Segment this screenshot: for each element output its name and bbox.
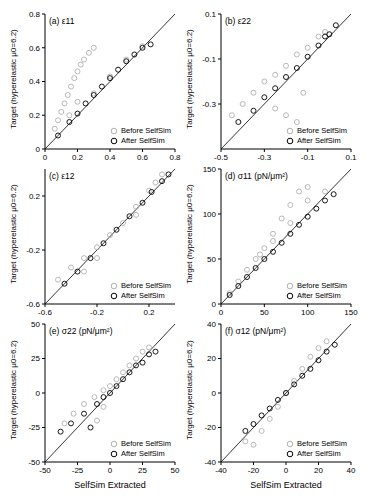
html-text:Target (hyperelastic μ0=6.2): Target (hyperelastic μ0=6.2) (8, 340, 18, 440)
svg-text:50: 50 (207, 255, 216, 264)
svg-text:-25: -25 (28, 423, 40, 432)
html-text:Before SelfSim: Before SelfSim (297, 439, 347, 448)
svg-text:0.2: 0.2 (143, 308, 155, 317)
svg-text:0.4: 0.4 (29, 77, 41, 86)
html-text:Target (hyperelastic μ0=6.2): Target (hyperelastic μ0=6.2) (8, 183, 18, 284)
svg-text:-20: -20 (248, 466, 260, 475)
svg-text:0.8: 0.8 (29, 10, 41, 19)
svg-text:-0.2: -0.2 (26, 246, 40, 255)
html-text:Target (hyperelastic μ0=6.2): Target (hyperelastic μ0=6.2) (8, 28, 18, 129)
html-text:After SelfSim: After SelfSim (121, 291, 165, 300)
html-text:Target (hyperelastic μ0=6.2): Target (hyperelastic μ0=6.2) (184, 28, 194, 129)
svg-text:-0.3: -0.3 (202, 100, 216, 109)
html-text:After SelfSim: After SelfSim (121, 136, 165, 145)
html-text:After SelfSim: After SelfSim (297, 449, 341, 458)
html-text:Before SelfSim: Before SelfSim (297, 126, 347, 135)
html-text:Before SelfSim: Before SelfSim (121, 281, 171, 290)
svg-text:20: 20 (207, 354, 216, 363)
svg-text:0: 0 (36, 145, 41, 154)
svg-text:-0.1: -0.1 (301, 153, 315, 162)
html-text:(e) σ22 (pN/μm²): (e) σ22 (pN/μm²) (49, 326, 113, 336)
svg-text:0.8: 0.8 (169, 153, 181, 162)
svg-text:-0.2: -0.2 (90, 308, 104, 317)
svg-text:SelfSim Extracted: SelfSim Extracted (74, 480, 146, 488)
svg-text:0: 0 (36, 389, 41, 398)
svg-text:0: 0 (43, 153, 48, 162)
html-text:Target (hyperelastic μ0=6.2): Target (hyperelastic μ0=6.2) (184, 183, 194, 284)
svg-text:-20: -20 (204, 423, 216, 432)
html-text:(b) ε22: (b) ε22 (225, 16, 251, 26)
svg-text:0.2: 0.2 (29, 192, 41, 201)
svg-text:40: 40 (207, 320, 216, 329)
svg-text:0.4: 0.4 (104, 153, 116, 162)
svg-text:SelfSim Extracted: SelfSim Extracted (250, 480, 322, 488)
svg-text:-0.1: -0.1 (202, 55, 216, 64)
svg-text:20: 20 (314, 466, 323, 475)
svg-text:0.6: 0.6 (29, 44, 41, 53)
html-text:Before SelfSim: Before SelfSim (297, 281, 347, 290)
html-text:Target (hyperelastic μ0=6.2): Target (hyperelastic μ0=6.2) (184, 340, 194, 440)
html-text:(d) σ11 (pN/μm²): (d) σ11 (pN/μm²) (225, 171, 288, 181)
svg-text:0: 0 (212, 389, 217, 398)
html-text:Before SelfSim: Before SelfSim (121, 439, 171, 448)
svg-text:0.1: 0.1 (205, 10, 217, 19)
svg-text:100: 100 (301, 308, 315, 317)
html-text:(c) ε12: (c) ε12 (49, 171, 75, 181)
svg-text:50: 50 (31, 320, 40, 329)
html-text:After SelfSim: After SelfSim (121, 449, 165, 458)
svg-text:0.6: 0.6 (137, 153, 149, 162)
svg-text:-0.6: -0.6 (26, 300, 40, 309)
svg-text:0: 0 (212, 300, 217, 309)
svg-text:-25: -25 (72, 466, 84, 475)
html-text:(f) σ12 (pN/μm²): (f) σ12 (pN/μm²) (225, 326, 287, 336)
svg-text:0.2: 0.2 (29, 111, 41, 120)
svg-text:0: 0 (284, 466, 289, 475)
svg-text:150: 150 (344, 308, 358, 317)
svg-text:-50: -50 (39, 466, 51, 475)
svg-text:-50: -50 (28, 458, 40, 467)
svg-text:40: 40 (347, 466, 356, 475)
html-text:(a) ε11: (a) ε11 (49, 16, 75, 26)
svg-text:-0.3: -0.3 (257, 153, 271, 162)
svg-text:0.2: 0.2 (72, 153, 84, 162)
svg-text:-0.5: -0.5 (214, 153, 228, 162)
svg-text:50: 50 (260, 308, 269, 317)
html-text:Before SelfSim: Before SelfSim (121, 126, 171, 135)
svg-text:-40: -40 (204, 458, 216, 467)
svg-text:0: 0 (108, 466, 113, 475)
svg-text:0: 0 (219, 308, 224, 317)
svg-text:0.1: 0.1 (345, 153, 357, 162)
html-text:After SelfSim: After SelfSim (297, 136, 341, 145)
svg-text:50: 50 (171, 466, 180, 475)
svg-text:150: 150 (203, 165, 217, 174)
svg-text:-40: -40 (215, 466, 227, 475)
html-text:After SelfSim: After SelfSim (297, 291, 341, 300)
svg-text:-0.6: -0.6 (38, 308, 52, 317)
svg-text:25: 25 (31, 354, 40, 363)
svg-text:100: 100 (203, 210, 217, 219)
svg-text:25: 25 (138, 466, 147, 475)
